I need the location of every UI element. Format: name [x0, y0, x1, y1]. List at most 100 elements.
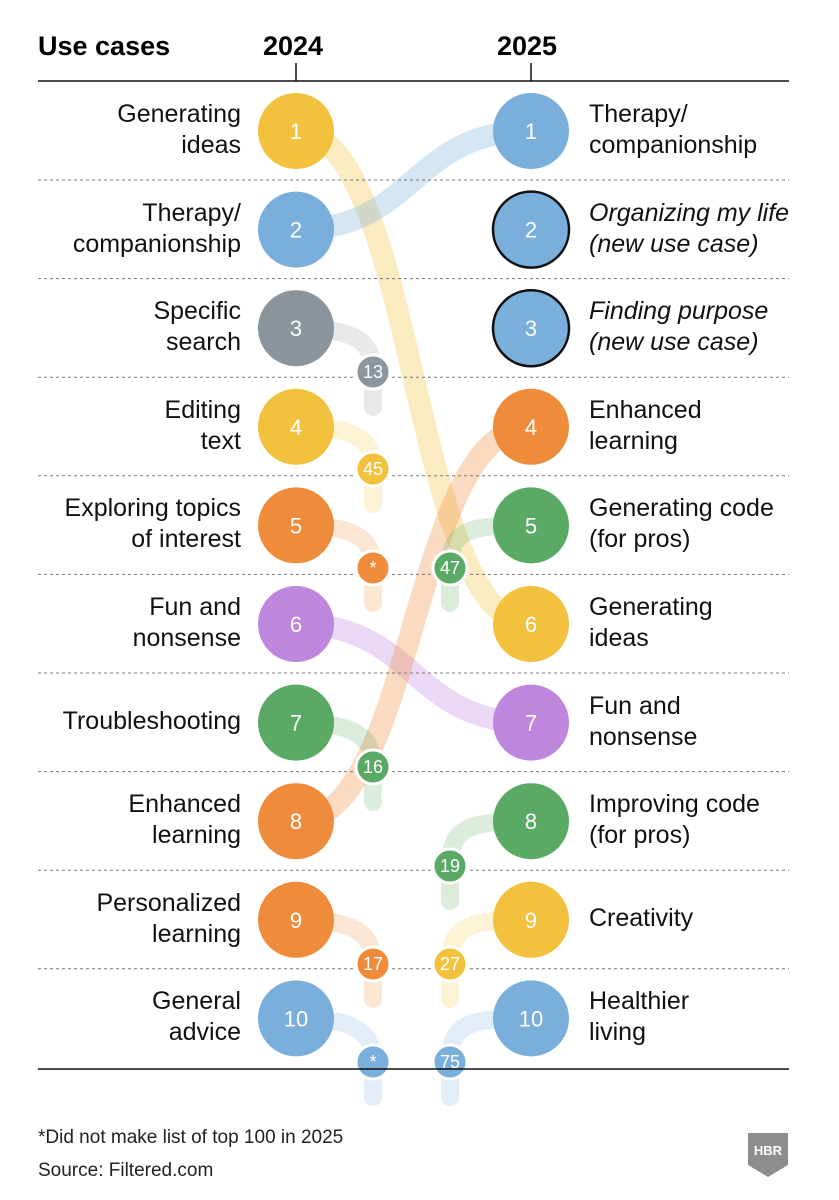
- ribbon-8-to-4: [285, 415, 542, 833]
- label-2024-8-line: learning: [152, 821, 241, 850]
- year-2025-header: 2025: [497, 31, 558, 61]
- label-2025-7-line: nonsense: [589, 722, 698, 751]
- circle-2025-5: 5: [493, 487, 569, 564]
- label-2025-4-line: Enhanced: [589, 395, 702, 424]
- label-2025-2-line: (new use case): [589, 229, 759, 258]
- circle-2024-10-text: 10: [284, 1006, 308, 1031]
- badge-2025-10-text: 75: [440, 1052, 460, 1072]
- label-2024-3-line: Specific: [153, 297, 241, 326]
- label-2025-1-line: Therapy/: [589, 100, 688, 128]
- label-2025-10: Healthier living: [589, 986, 689, 1048]
- badge-2024-7: 16: [354, 748, 392, 786]
- circle-2025-5-text: 5: [525, 513, 537, 538]
- source: Source: Filtered.com: [38, 1160, 214, 1181]
- circle-2025-3: 3: [491, 288, 571, 368]
- badge-2024-3-text: 13: [363, 362, 383, 382]
- label-2024-10-line: General: [152, 987, 241, 1016]
- label-2025-8: Improving code (for pros): [589, 789, 760, 851]
- label-2025-5-line: Generating code: [589, 494, 774, 523]
- label-2025-10-line: living: [589, 1018, 646, 1047]
- circle-2025-4: 4: [493, 388, 569, 465]
- circle-2025-3-text: 3: [525, 316, 537, 341]
- circle-2024-7: 7: [258, 684, 334, 761]
- circle-2025-10: 10: [493, 980, 569, 1057]
- badge-2025-8-text: 19: [440, 856, 460, 876]
- svg-text:HBR: HBR: [754, 1143, 783, 1158]
- badge-2025-5: 47: [431, 549, 469, 587]
- badge-2024-9: 17: [354, 945, 392, 983]
- label-2024-4-line: Editing: [164, 395, 241, 424]
- off-list-badges: 13 45 * 16 17 * 47 19 27 75: [354, 353, 469, 1081]
- label-2024-2-line: companionship: [72, 229, 241, 258]
- label-2024-4: Editing text: [165, 395, 241, 457]
- label-2024-2: Therapy/companionship: [73, 198, 241, 260]
- circle-2025-10-text: 10: [519, 1006, 543, 1031]
- label-2025-4: Enhanced learning: [589, 395, 702, 457]
- label-2024-6-line: nonsense: [132, 624, 241, 652]
- label-2025-6-line: ideas: [589, 624, 649, 652]
- circle-2025-6-text: 6: [525, 612, 537, 637]
- label-2024-4-line: text: [200, 426, 241, 455]
- circle-2025-8: 8: [493, 783, 569, 860]
- label-2025-2: Organizing my life (new use case): [589, 198, 789, 260]
- badge-2024-3: 13: [354, 353, 392, 391]
- circle-2024-4: 4: [258, 388, 334, 465]
- badge-2025-5-text: 47: [440, 558, 460, 578]
- circle-2024-6: 6: [258, 586, 334, 662]
- label-2025-6: Generating ideas: [589, 592, 713, 654]
- footnote: *Did not make list of top 100 in 2025: [38, 1127, 344, 1148]
- badge-2024-10-text: *: [369, 1052, 376, 1072]
- circle-2025-4-text: 4: [525, 415, 537, 440]
- circle-2024-9: 9: [258, 881, 334, 958]
- badge-2024-10: *: [354, 1043, 392, 1081]
- circle-2024-7-text: 7: [290, 711, 302, 736]
- circle-2024-2-text: 2: [290, 218, 302, 243]
- hbr-logo: HBR: [748, 1133, 788, 1177]
- circle-2024-6-text: 6: [290, 612, 302, 637]
- circle-2025-2: 2: [491, 190, 571, 269]
- label-2024-8-line: Enhanced: [128, 790, 241, 819]
- ribbon-1-to-6: [285, 120, 542, 635]
- label-2025-8-line: Improving code: [589, 790, 760, 819]
- label-2024-8: Enhanced learning: [128, 789, 241, 851]
- circle-2024-1: 1: [258, 93, 334, 169]
- circle-2025-2-text: 2: [525, 218, 537, 243]
- badge-2024-9-text: 17: [363, 954, 383, 974]
- circle-2024-8: 8: [258, 783, 334, 860]
- label-2025-7-line: Fun and: [589, 691, 681, 720]
- row-dividers: [38, 179, 789, 970]
- label-2025-4-line: learning: [589, 426, 678, 455]
- label-2025-3-line: Finding purpose: [589, 297, 769, 326]
- label-2024-1-line: Generating: [117, 100, 241, 128]
- circle-2024-5-text: 5: [290, 513, 302, 538]
- badge-2025-10: 75: [431, 1043, 469, 1081]
- label-2025-5: Generating code (for pros): [589, 493, 774, 555]
- circle-2025-6: 6: [493, 586, 569, 662]
- label-2024-2-line: Therapy/: [142, 198, 241, 227]
- badge-2025-9: 27: [431, 945, 469, 983]
- label-2025-9: Creativity: [589, 903, 693, 934]
- ribbon-6-to-7: [285, 613, 542, 734]
- badge-2024-5-text: *: [369, 558, 376, 578]
- label-2024-9-line: learning: [152, 919, 241, 948]
- label-2025-10-line: Healthier: [589, 987, 690, 1016]
- label-2024-6-line: Fun and: [149, 593, 241, 621]
- circle-2024-2: 2: [258, 191, 334, 268]
- label-2025-5-line: (for pros): [589, 525, 691, 554]
- circle-2024-3: 3: [258, 290, 334, 367]
- circle-2024-10: 10: [258, 980, 334, 1057]
- label-2025-9-line: Creativity: [589, 904, 694, 933]
- label-2025-2-line: Organizing my life: [589, 198, 790, 227]
- label-2024-5: Exploring topics of interest: [65, 493, 241, 555]
- circle-2024-8-text: 8: [290, 809, 302, 834]
- circle-2025-9: 9: [493, 881, 569, 958]
- circle-2024-1-text: 1: [290, 119, 302, 144]
- badge-2025-9-text: 27: [440, 954, 460, 974]
- badge-2024-5: *: [354, 549, 392, 587]
- circle-2025-7-text: 7: [525, 711, 537, 736]
- circle-2025-8-text: 8: [525, 809, 537, 834]
- circle-2024-3-text: 3: [290, 316, 302, 341]
